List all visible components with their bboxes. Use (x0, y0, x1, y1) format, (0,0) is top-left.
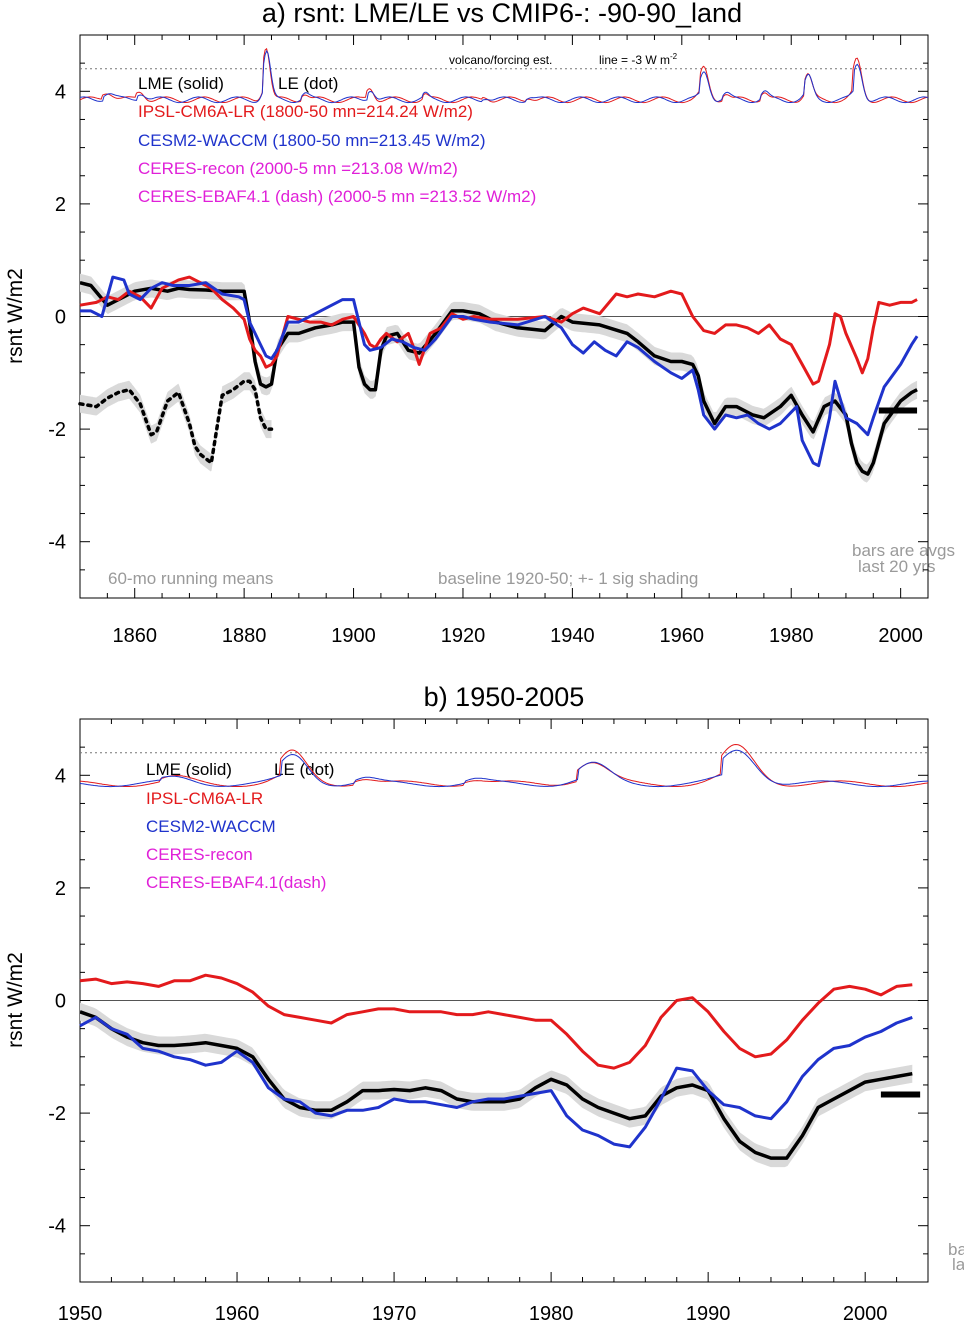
lme-shading (80, 1002, 913, 1168)
y-tick-label: 4 (55, 765, 66, 787)
x-tick-label: 1960 (660, 625, 705, 647)
lme-shading (80, 273, 918, 483)
x-tick-label: 1970 (372, 1303, 417, 1325)
y-tick-label: 4 (55, 81, 66, 103)
volcano-note: volcano/forcing est. (449, 53, 552, 67)
panel-b-title: b) 1950-2005 (424, 682, 585, 712)
cesm-series-line (80, 275, 919, 468)
y-tick-label: -2 (48, 419, 66, 441)
legend-b-header-dot: LE (dot) (274, 760, 334, 779)
panel-a-y-axis-label: rsnt W/m2 (4, 268, 27, 364)
panel-b: b) 1950-2005 rsnt W/m2 LME (solid) LE (d… (4, 682, 964, 1325)
ipsl-series-line (79, 973, 913, 1070)
panel-b-y-axis-label: rsnt W/m2 (4, 952, 27, 1048)
x-tick-label: 2000 (843, 1303, 888, 1325)
le-shading (80, 372, 272, 472)
panel-a: a) rsnt: LME/LE vs CMIP6-: -90-90_land r… (4, 0, 955, 647)
x-tick-label: 1880 (222, 625, 267, 647)
ipsl-series-line (79, 275, 918, 386)
y-tick-label: 2 (55, 878, 66, 900)
x-tick-label: 1980 (529, 1303, 574, 1325)
y-tick-label: -4 (48, 1216, 66, 1238)
legend-ipsl: IPSL-CM6A-LR (1800-50 mn=214.24 W/m2) (138, 102, 473, 121)
le-series-line (78, 379, 274, 465)
y-tick-label: 0 (55, 991, 66, 1013)
bars-note-b-1: ba (948, 1240, 964, 1259)
x-tick-label: 2000 (878, 625, 923, 647)
legend-header-solid: LME (solid) (138, 74, 224, 93)
legend-ceres-ebaf: CERES-EBAF4.1 (dash) (2000-5 mn =213.52 … (138, 187, 536, 206)
legend-cesm: CESM2-WACCM (1800-50 mn=213.45 W/m2) (138, 131, 486, 150)
y-tick-label: -2 (48, 1103, 66, 1125)
legend-b-cesm: CESM2-WACCM (146, 817, 276, 836)
legend-b-ceres-recon: CERES-recon (146, 845, 253, 864)
legend-b-ipsl: IPSL-CM6A-LR (146, 789, 263, 808)
baseline-note: baseline 1920-50; +- 1 sig shading (438, 569, 698, 588)
x-tick-label: 1940 (550, 625, 595, 647)
cesm-forcing-curve (79, 749, 929, 788)
x-tick-label: 1980 (769, 625, 814, 647)
legend-b-ceres-ebaf: CERES-EBAF4.1(dash) (146, 873, 326, 892)
legend-ceres-recon: CERES-recon (2000-5 mn =213.08 W/m2) (138, 159, 458, 178)
legend-header-dot: LE (dot) (278, 74, 338, 93)
y-tick-label: 0 (55, 307, 66, 329)
volcano-line-note: line = -3 W m-2 (599, 52, 678, 67)
x-tick-label: 1860 (112, 625, 157, 647)
bars-note-1: bars are avgs (852, 541, 955, 560)
cesm-series-line (79, 1015, 913, 1149)
x-tick-label: 1990 (686, 1303, 731, 1325)
cesm-forcing-curve (79, 49, 929, 104)
bars-note-2: last 20 yrs (858, 557, 935, 576)
y-tick-label: 2 (55, 194, 66, 216)
x-tick-label: 1960 (215, 1303, 260, 1325)
lme-series-line (79, 281, 918, 476)
x-tick-label: 1950 (58, 1303, 103, 1325)
running-mean-note: 60-mo running means (108, 569, 273, 588)
x-tick-label: 1920 (441, 625, 486, 647)
bars-note-b-2: la (952, 1255, 964, 1274)
lme-series-line (79, 1010, 913, 1160)
panel-a-title: a) rsnt: LME/LE vs CMIP6-: -90-90_land (262, 0, 742, 28)
y-tick-label: -4 (48, 532, 66, 554)
x-tick-label: 1900 (331, 625, 376, 647)
legend-b-header-solid: LME (solid) (146, 760, 232, 779)
